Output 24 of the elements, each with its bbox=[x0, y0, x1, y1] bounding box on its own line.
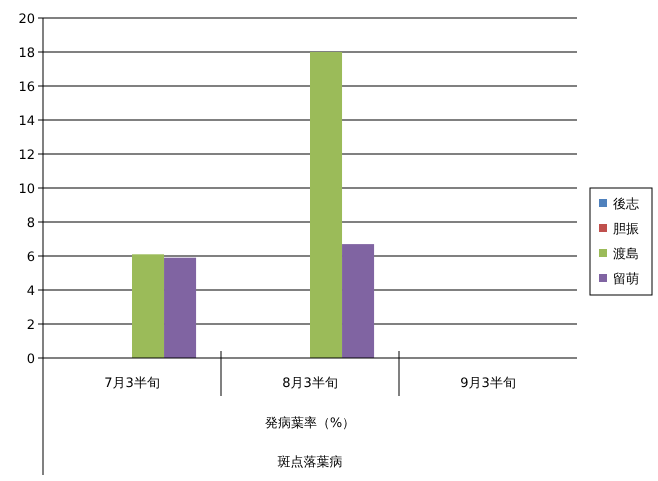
x-axis-title: 発病葉率（%） bbox=[264, 415, 356, 431]
y-tick-label: 8 bbox=[26, 216, 35, 231]
text: 斑点落葉病 bbox=[278, 455, 342, 470]
bar bbox=[132, 254, 164, 358]
y-tick-label: 16 bbox=[18, 80, 35, 95]
y-tick-label: 14 bbox=[18, 114, 35, 129]
y-tick-label: 20 bbox=[18, 12, 35, 27]
legend-label: 渡島 bbox=[613, 247, 639, 262]
y-tick-label: 6 bbox=[26, 250, 35, 265]
bar bbox=[342, 244, 374, 358]
y-tick-label: 4 bbox=[26, 284, 35, 299]
y-tick-label: 12 bbox=[18, 148, 35, 163]
y-tick-label: 10 bbox=[18, 182, 35, 197]
legend-label: 胆振 bbox=[613, 222, 639, 237]
bar bbox=[164, 258, 196, 358]
y-tick-label: 18 bbox=[18, 46, 35, 61]
x-tick-label: 7月3半旬 bbox=[104, 376, 160, 391]
bar bbox=[310, 52, 342, 358]
legend-label: 後志 bbox=[613, 197, 639, 212]
legend-label: 留萌 bbox=[613, 272, 639, 287]
y-tick-label: 2 bbox=[26, 318, 35, 333]
x-tick-label: 8月3半旬 bbox=[282, 376, 338, 391]
y-tick-label: 0 bbox=[26, 352, 35, 367]
x-tick-label: 9月3半旬 bbox=[460, 376, 516, 391]
